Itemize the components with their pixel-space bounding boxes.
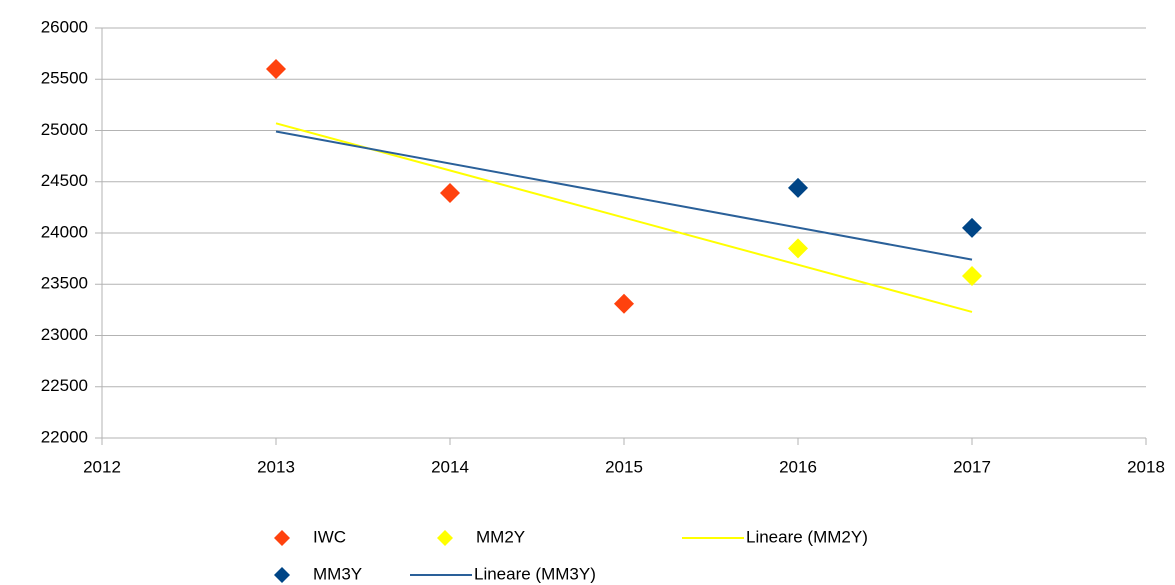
point	[440, 183, 460, 204]
x-tick-label: 2018	[1127, 457, 1165, 476]
y-tick-label: 22000	[41, 427, 88, 446]
trend-line	[275, 122, 973, 313]
point	[962, 217, 982, 238]
point	[788, 177, 808, 198]
x-tick-label: 2013	[257, 457, 295, 476]
y-tick-label: 24000	[41, 222, 88, 241]
y-tick-label: 22500	[41, 376, 88, 395]
legend-label: Lineare (MM2Y)	[746, 527, 868, 546]
point	[266, 59, 286, 79]
legend-label: Lineare (MM3Y)	[474, 564, 596, 583]
legend-marker	[274, 567, 290, 583]
x-tick-label: 2015	[605, 457, 643, 476]
y-tick-label: 25000	[41, 120, 88, 139]
y-tick-label: 23000	[41, 325, 88, 344]
point	[788, 238, 808, 259]
y-tick-label: 25500	[41, 69, 88, 88]
y-tick-label: 26000	[41, 17, 88, 36]
legend-label: MM2Y	[476, 527, 525, 546]
x-tick-label: 2014	[431, 457, 469, 476]
legend-marker	[437, 530, 453, 546]
legend-marker	[274, 530, 290, 546]
y-tick-label: 23500	[41, 274, 88, 293]
x-tick-label: 2012	[83, 457, 121, 476]
point	[614, 293, 634, 314]
x-tick-label: 2016	[779, 457, 817, 476]
trend-line	[275, 130, 973, 261]
point	[962, 266, 982, 287]
y-tick-label: 24500	[41, 171, 88, 190]
legend-label: IWC	[313, 527, 346, 546]
x-tick-label: 2017	[953, 457, 991, 476]
legend-label: MM3Y	[313, 564, 362, 583]
